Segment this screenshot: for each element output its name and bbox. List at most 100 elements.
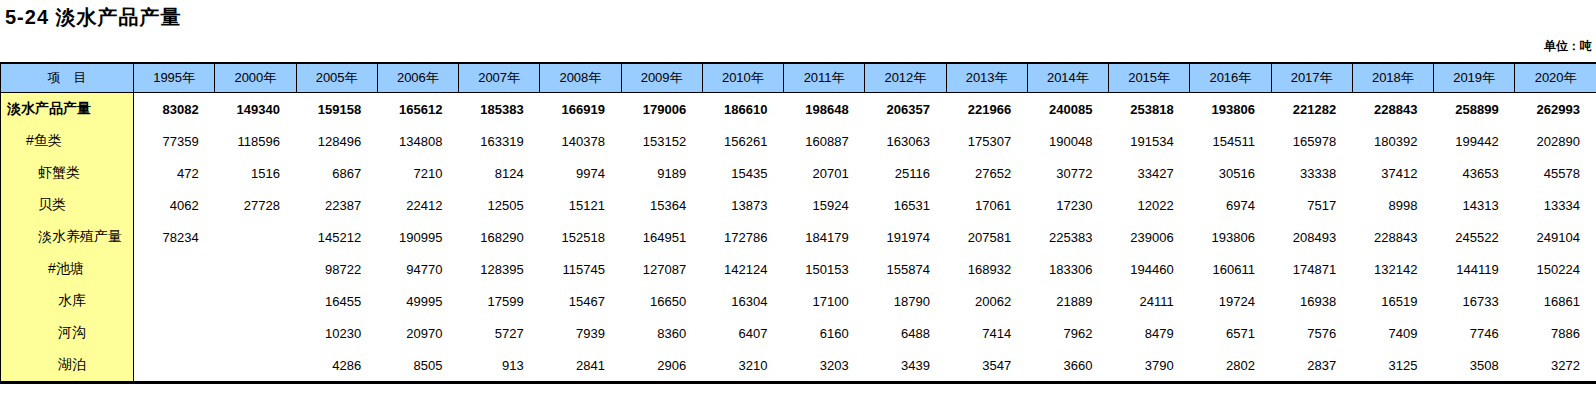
page-title: 5-24 淡水产品产量 [5,4,182,31]
value-cell: 472 [134,157,215,189]
value-cell: 20701 [784,157,865,189]
value-cell: 94770 [377,253,458,285]
value-cell: 21889 [1027,285,1108,317]
value-cell: 17599 [459,285,540,317]
value-cell: 913 [459,349,540,383]
value-cell: 20970 [377,317,458,349]
year-header-cell: 2013年 [946,63,1027,93]
value-cell: 10230 [296,317,377,349]
value-cell: 77359 [134,125,215,157]
value-cell: 7962 [1027,317,1108,349]
table-row: 贝类40622772822387224121250515121153641387… [1,189,1596,221]
value-cell: 186610 [702,93,783,126]
value-cell: 98722 [296,253,377,285]
value-cell: 193806 [1190,221,1271,253]
value-cell: 43653 [1434,157,1515,189]
value-cell: 22387 [296,189,377,221]
value-cell: 144119 [1434,253,1515,285]
value-cell: 7886 [1515,317,1596,349]
table-row: #池塘9872294770128395115745127087142124150… [1,253,1596,285]
value-cell: 150224 [1515,253,1596,285]
value-cell: 221966 [946,93,1027,126]
value-cell: 6571 [1190,317,1271,349]
value-cell: 172786 [702,221,783,253]
value-cell: 18790 [865,285,946,317]
value-cell: 191534 [1109,125,1190,157]
value-cell: 165612 [377,93,458,126]
value-cell: 262993 [1515,93,1596,126]
value-cell: 199442 [1434,125,1515,157]
value-cell: 168932 [946,253,1027,285]
value-cell: 185383 [459,93,540,126]
item-header-cell: 项 目 [1,63,134,93]
value-cell: 206357 [865,93,946,126]
value-cell: 13334 [1515,189,1596,221]
value-cell: 3508 [1434,349,1515,383]
value-cell: 15467 [540,285,621,317]
value-cell: 150153 [784,253,865,285]
value-cell: 8505 [377,349,458,383]
row-label-cell: #池塘 [1,253,134,285]
value-cell: 25116 [865,157,946,189]
value-cell: 12505 [459,189,540,221]
value-cell: 115745 [540,253,621,285]
value-cell: 9189 [621,157,702,189]
value-cell: 240085 [1027,93,1108,126]
value-cell: 140378 [540,125,621,157]
value-cell: 164951 [621,221,702,253]
row-label-cell: 虾蟹类 [1,157,134,189]
row-label-cell: #鱼类 [1,125,134,157]
value-cell: 3272 [1515,349,1596,383]
table-row: 河沟10230209705727793983606407616064887414… [1,317,1596,349]
year-header-cell: 2009年 [621,63,702,93]
value-cell: 1516 [215,157,296,189]
year-header-cell: 2020年 [1515,63,1596,93]
value-cell: 7939 [540,317,621,349]
value-cell: 27728 [215,189,296,221]
year-header-cell: 2008年 [540,63,621,93]
value-cell: 7517 [1271,189,1352,221]
value-cell: 207581 [946,221,1027,253]
year-header-cell: 2011年 [784,63,865,93]
value-cell: 221282 [1271,93,1352,126]
value-cell: 132142 [1352,253,1433,285]
year-header-cell: 2007年 [459,63,540,93]
year-header-cell: 1995年 [134,63,215,93]
value-cell: 7409 [1352,317,1433,349]
value-cell [215,221,296,253]
table-header-row: 项 目 1995年2000年2005年2006年2007年2008年2009年2… [1,63,1596,93]
value-cell: 3210 [702,349,783,383]
value-cell: 3790 [1109,349,1190,383]
value-cell: 6867 [296,157,377,189]
value-cell: 16733 [1434,285,1515,317]
value-cell: 4286 [296,349,377,383]
value-cell: 83082 [134,93,215,126]
value-cell: 30516 [1190,157,1271,189]
value-cell: 78234 [134,221,215,253]
value-cell: 202890 [1515,125,1596,157]
unit-label: 单位：吨 [1544,38,1592,55]
value-cell: 15435 [702,157,783,189]
value-cell: 228843 [1352,93,1433,126]
table-row: #鱼类7735911859612849613480816331914037815… [1,125,1596,157]
stat-table: 项 目 1995年2000年2005年2006年2007年2008年2009年2… [0,62,1596,384]
value-cell: 258899 [1434,93,1515,126]
value-cell: 249104 [1515,221,1596,253]
value-cell: 225383 [1027,221,1108,253]
value-cell: 14313 [1434,189,1515,221]
value-cell: 16304 [702,285,783,317]
table-row: 淡水养殖产量7823414521219099516829015251816495… [1,221,1596,253]
value-cell: 165978 [1271,125,1352,157]
value-cell [134,285,215,317]
value-cell: 20062 [946,285,1027,317]
table-row: 水库16455499951759915467166501630417100187… [1,285,1596,317]
value-cell: 7414 [946,317,1027,349]
value-cell: 191974 [865,221,946,253]
value-cell: 4062 [134,189,215,221]
table-row: 淡水产品产量8308214934015915816561218538316691… [1,93,1596,126]
value-cell: 2906 [621,349,702,383]
value-cell [215,253,296,285]
value-cell: 5727 [459,317,540,349]
value-cell: 33427 [1109,157,1190,189]
value-cell: 8360 [621,317,702,349]
